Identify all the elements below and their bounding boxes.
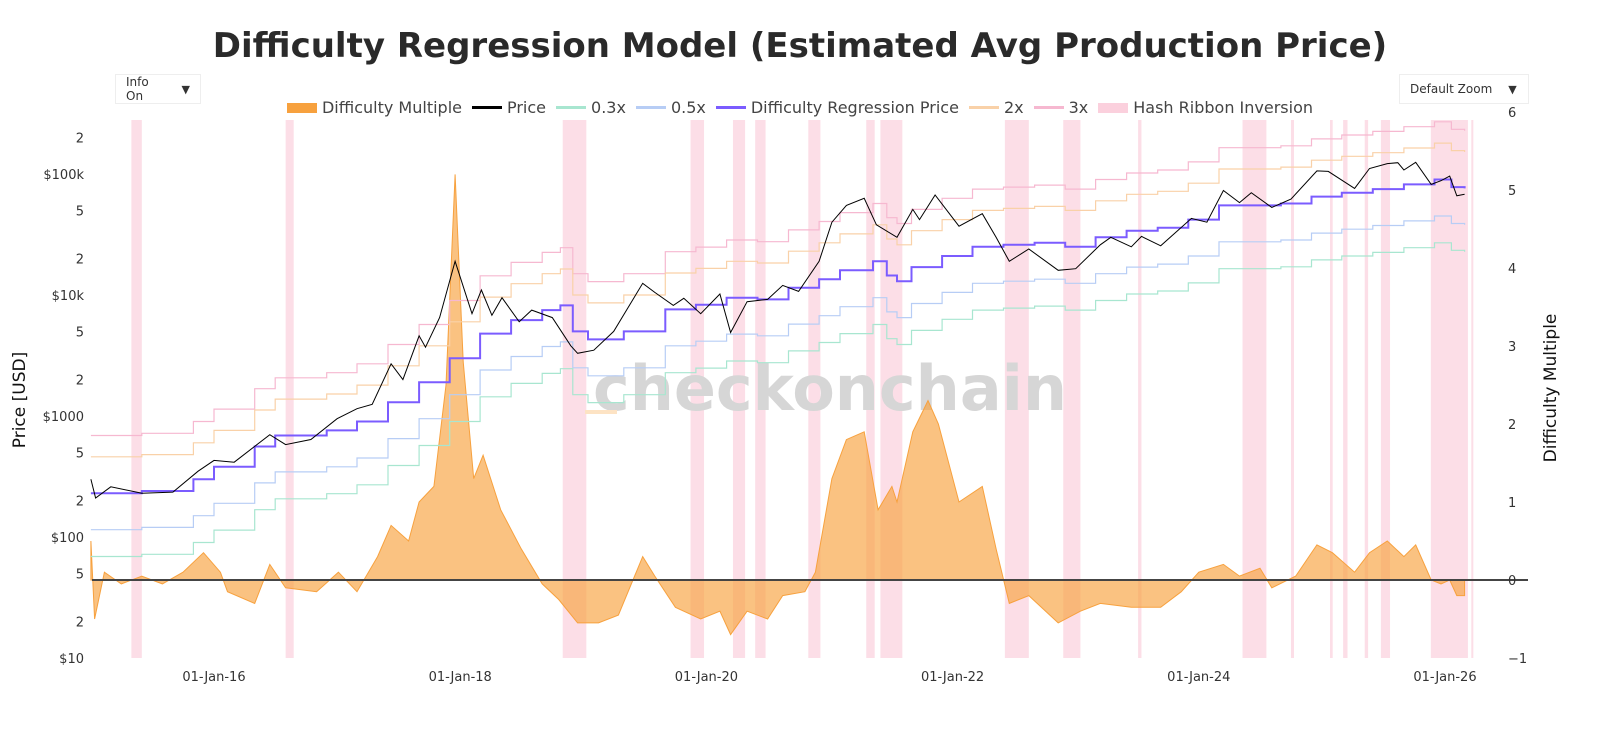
difficulty-regression-price-line <box>90 178 1466 495</box>
hash-ribbon-band <box>1329 120 1333 658</box>
hash-ribbon-band <box>1004 120 1029 658</box>
hash-ribbon-band <box>866 120 875 658</box>
y-tick-label: $100 <box>51 531 84 546</box>
legend-swatch <box>635 106 666 109</box>
watermark-logo-mark <box>585 410 617 414</box>
hash-ribbon-band <box>690 120 705 658</box>
chevron-down-icon: ▼ <box>181 82 190 96</box>
y-tick-label: $1000 <box>43 410 84 425</box>
hash-ribbon-band <box>285 120 294 658</box>
legend-label: Price <box>506 98 547 117</box>
y-tick-label: $10k <box>52 289 85 304</box>
y2-tick-label: 1 <box>1508 496 1516 511</box>
y-tick-label: $10 <box>59 652 84 667</box>
hash-ribbon-band <box>732 120 746 658</box>
y-tick-label: 2 <box>76 495 84 510</box>
legend-item[interactable]: 2x <box>968 98 1024 117</box>
price-line <box>90 161 1465 499</box>
y-axis-title: Price [USD] <box>10 352 30 448</box>
y2-tick-label: 3 <box>1508 340 1516 355</box>
info-toggle-label: Info On <box>126 75 149 103</box>
hash-ribbon-band <box>562 120 587 658</box>
legend-label: Hash Ribbon Inversion <box>1133 98 1313 117</box>
hash-ribbon-band <box>755 120 766 658</box>
y-tick-label: 2 <box>76 253 84 268</box>
legend: Difficulty Multiple Price 0.3x 0.5x Difficul… <box>0 98 1600 117</box>
y2-tick-label: 4 <box>1508 262 1516 277</box>
hash-ribbon-band <box>1242 120 1267 658</box>
y-tick-label: 5 <box>76 446 84 461</box>
legend-swatch <box>556 106 587 109</box>
x-tick-label: 01-Jan-18 <box>429 670 492 685</box>
legend-label: 0.3x <box>591 98 626 117</box>
zoom-label: Default Zoom <box>1410 82 1493 96</box>
legend-swatch <box>1033 106 1064 109</box>
legend-label: Difficulty Multiple <box>321 98 462 117</box>
legend-swatch <box>471 106 502 109</box>
chevron-down-icon: ▼ <box>1508 82 1517 96</box>
y-tick-label: 2 <box>76 132 84 147</box>
legend-label: 2x <box>1003 98 1024 117</box>
y-tick-label: 2 <box>76 374 84 389</box>
info-toggle-dropdown[interactable]: Info On ▼ <box>115 74 201 104</box>
legend-item[interactable]: Hash Ribbon Inversion <box>1098 98 1313 117</box>
watermark: checkonchain <box>593 352 1067 425</box>
y-tick-label: $100k <box>43 168 84 183</box>
legend-swatch <box>968 106 999 109</box>
hash-ribbon-band <box>1063 120 1081 658</box>
legend-item[interactable]: 0.5x <box>635 98 706 117</box>
legend-swatch <box>1098 102 1129 113</box>
difficulty-multiple-area <box>90 174 1466 636</box>
hash-ribbon-bands <box>131 120 1474 658</box>
legend-item[interactable]: Difficulty Regression Price <box>715 98 959 117</box>
band-line-3x <box>90 121 1466 437</box>
hash-ribbon-band <box>1138 120 1142 658</box>
x-tick-label: 01-Jan-16 <box>182 670 245 685</box>
legend-swatch <box>715 106 746 109</box>
zoom-dropdown[interactable]: Default Zoom ▼ <box>1399 74 1529 104</box>
band-line-2x <box>90 142 1466 458</box>
legend-item[interactable]: Price <box>471 98 547 117</box>
hash-ribbon-band <box>131 120 142 658</box>
x-tick-label: 01-Jan-20 <box>675 670 738 685</box>
y2-tick-label: 6 <box>1508 106 1516 121</box>
x-tick-label: 01-Jan-24 <box>1167 670 1230 685</box>
band-line-05x <box>90 215 1466 531</box>
hash-ribbon-band <box>1343 120 1348 658</box>
legend-label: Difficulty Regression Price <box>750 98 959 117</box>
y-tick-label: 5 <box>76 325 84 340</box>
hash-ribbon-band <box>808 120 821 658</box>
hash-ribbon-band <box>1290 120 1294 658</box>
chart-title: Difficulty Regression Model (Estimated A… <box>212 26 1388 66</box>
band-line-03x <box>90 242 1466 558</box>
x-tick-label: 01-Jan-22 <box>921 670 984 685</box>
legend-item[interactable]: 3x <box>1033 98 1089 117</box>
legend-label: 0.5x <box>670 98 706 117</box>
y-tick-label: 5 <box>76 204 84 219</box>
legend-item[interactable]: 0.3x <box>556 98 626 117</box>
hash-ribbon-band <box>1471 120 1474 658</box>
legend-item[interactable]: Difficulty Multiple <box>286 98 462 117</box>
y2-axis-title: Difficulty Multiple <box>1541 314 1561 463</box>
hash-ribbon-band <box>1364 120 1369 658</box>
y-tick-label: 5 <box>76 567 84 582</box>
y2-tick-label: 5 <box>1508 184 1516 199</box>
y2-tick-label: 0 <box>1508 574 1516 589</box>
x-tick-label: 01-Jan-26 <box>1413 670 1476 685</box>
legend-label: 3x <box>1068 98 1089 117</box>
hash-ribbon-band <box>1430 120 1468 658</box>
y2-tick-label: −1 <box>1508 652 1527 667</box>
legend-swatch <box>286 102 317 113</box>
hash-ribbon-band <box>1380 120 1391 658</box>
y2-tick-label: 2 <box>1508 418 1516 433</box>
y-tick-label: 2 <box>76 616 84 631</box>
